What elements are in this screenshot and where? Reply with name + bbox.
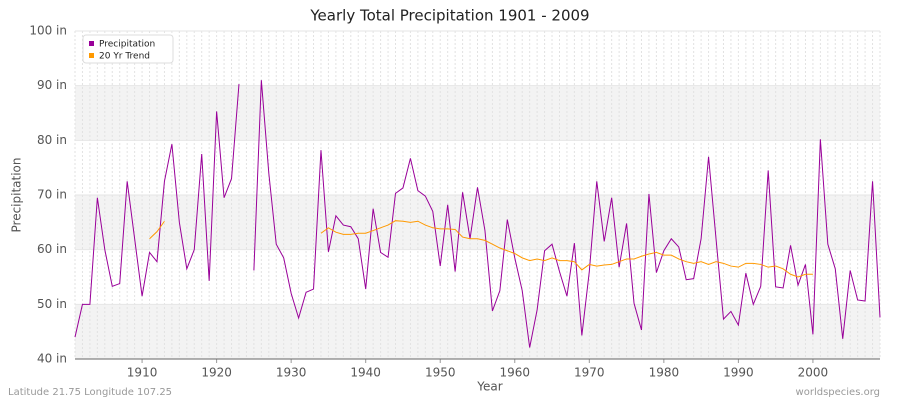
line-series [149, 220, 165, 240]
y-axis-label: Precipitation [10, 157, 24, 232]
x-axis-label: Year [476, 380, 502, 394]
x-tick-label: 1970 [574, 366, 605, 380]
x-tick-label: 1990 [723, 366, 754, 380]
legend-swatch [89, 53, 94, 58]
y-tick-label: 90 in [37, 78, 67, 92]
x-tick-label: 1920 [201, 366, 232, 380]
x-tick-label: 1910 [127, 366, 158, 380]
y-tick-label: 100 in [29, 24, 67, 38]
x-tick-label: 1950 [425, 366, 456, 380]
x-tick-label: 1960 [499, 366, 530, 380]
y-tick-label: 40 in [37, 352, 67, 366]
line-series [253, 80, 881, 348]
line-series [74, 83, 240, 338]
legend-label: 20 Yr Trend [99, 52, 150, 62]
y-tick-label: 50 in [37, 297, 67, 311]
y-tick-label: 60 in [37, 242, 67, 256]
x-tick-label: 2000 [798, 366, 829, 380]
legend-label: Precipitation [99, 40, 155, 50]
footer-right: worldspecies.org [796, 387, 880, 398]
x-tick-label: 1980 [649, 366, 680, 380]
legend-box [82, 34, 174, 64]
x-tick-label: 1940 [350, 366, 381, 380]
x-tick-label: 1930 [276, 366, 307, 380]
footer-left: Latitude 21.75 Longitude 107.25 [8, 387, 172, 398]
legend-swatch [89, 41, 94, 46]
chart-title: Yearly Total Precipitation 1901 - 2009 [309, 7, 589, 25]
y-tick-label: 80 in [37, 133, 67, 147]
line-series [320, 220, 813, 278]
y-tick-label: 70 in [37, 188, 67, 202]
